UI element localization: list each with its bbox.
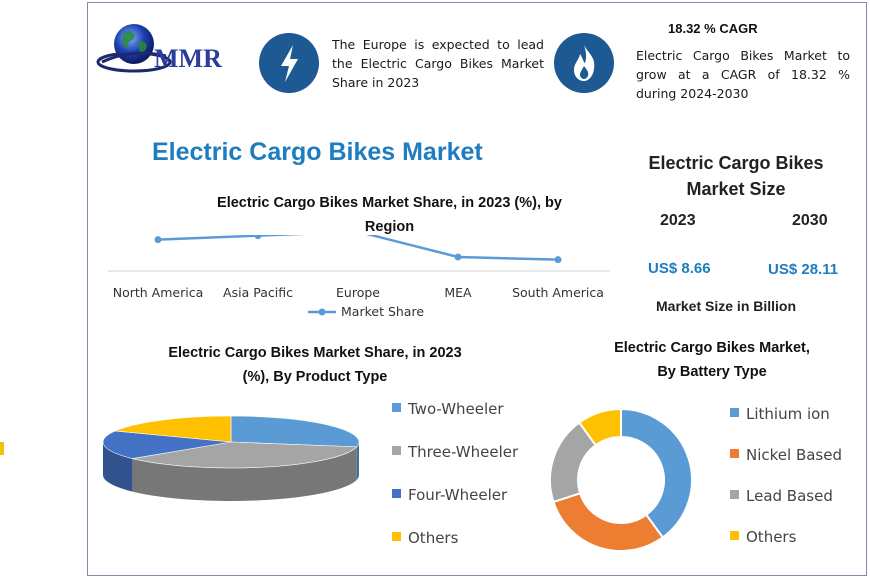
year-end-label: 2030 [792,212,828,229]
lightning-bolt-icon [259,33,319,93]
region-tick-label: Europe [336,285,380,300]
product-slice-1 [132,441,358,469]
product-type-pie-chart [102,415,360,501]
cagr-note: Electric Cargo Bikes Market to grow at a… [636,48,850,101]
product-slice-side-1 [132,446,357,501]
region-tick-label: South America [512,285,604,300]
product-chart-title-line2: (%), By Product Type [242,369,388,385]
legend-label: Others [746,528,797,546]
legend-swatch [730,490,739,499]
legend-swatch [730,408,739,417]
battery-chart-title-line2: By Battery Type [657,364,767,380]
region-point-4 [554,256,562,264]
legend-swatch [730,531,739,540]
region-line-chart: North America Asia Pacific Europe MEA South … [108,235,610,319]
market-size-title-line2: Market Size [686,179,786,199]
globe-icon [96,24,172,73]
region-legend-label: Market Share [341,304,424,319]
battery-slice-1 [552,492,665,552]
legend-swatch [730,449,739,458]
legend-swatch [392,532,401,541]
mmr-logo: MMR [96,18,236,80]
battery-legend: Lithium ion Nickel Based Lead Based Others [730,405,855,565]
region-tick-label: North America [113,285,204,300]
region-chart-title: Electric Cargo Bikes Market Share, in 20… [192,191,587,239]
region-tick-label: Asia Pacific [223,285,293,300]
battery-legend-item: Lead Based [730,487,833,505]
region-legend-marker [318,308,326,316]
region-series-line [157,235,559,261]
year-start-label: 2023 [660,212,696,229]
product-legend-item: Four-Wheeler [392,486,507,504]
product-legend: Two-Wheeler Three-Wheeler Four-Wheeler Othe… [392,400,542,560]
legend-label: Others [408,529,459,547]
region-chart-title-line1: Electric Cargo Bikes Market Share, in 20… [217,195,562,211]
product-legend-item: Two-Wheeler [392,400,504,418]
product-slice-side-0 [356,442,359,480]
product-legend-item: Others [392,529,458,547]
legend-swatch [392,489,401,498]
market-value-end: US$ 28.11 [768,261,839,278]
market-size-unit: Market Size in Billion [656,298,797,314]
battery-slice-3 [577,407,622,447]
main-title: Electric Cargo Bikes Market [152,138,483,166]
product-legend-item: Three-Wheeler [392,443,518,461]
legend-swatch [392,403,401,412]
europe-lead-note: The Europe is expected to lead the Elect… [332,37,544,90]
product-slice-0 [230,415,360,448]
legend-label: Nickel Based [746,446,842,464]
legend-label: Two-Wheeler [408,400,504,418]
region-point-1 [254,235,262,240]
product-slice-3 [115,415,232,443]
product-chart-title: Electric Cargo Bikes Market Share, in 20… [150,341,480,389]
market-size-title-line1: Electric Cargo Bikes [648,153,824,173]
battery-legend-item: Nickel Based [730,446,842,464]
battery-slice-0 [620,407,693,539]
battery-chart-title: Electric Cargo Bikes Market, By Battery … [596,336,828,384]
product-slice-side-2 [103,442,133,492]
legend-swatch [392,446,401,455]
battery-chart-title-line1: Electric Cargo Bikes Market, [614,340,810,356]
region-chart-title-line2: Region [364,219,415,235]
battery-legend-item: Lithium ion [730,405,830,423]
legend-label: Lithium ion [746,405,830,423]
product-chart-title-line1: Electric Cargo Bikes Market Share, in 20… [168,345,462,361]
region-point-0 [154,236,162,244]
battery-type-donut-chart [549,407,693,552]
legend-label: Four-Wheeler [408,486,508,504]
flame-icon [554,33,614,93]
legend-label: Lead Based [746,487,833,505]
region-point-3 [454,253,462,261]
region-tick-label: MEA [444,285,472,300]
cagr-title: 18.32 % CAGR [668,21,758,36]
battery-legend-item: Others [730,528,796,546]
legend-label: Three-Wheeler [408,443,519,461]
logo-text: MMR [154,44,222,73]
edge-highlight-mark [0,442,4,455]
market-size-title: Electric Cargo Bikes Market Size [630,150,842,202]
market-value-start: US$ 8.66 [648,260,711,277]
product-slice-2 [102,430,232,459]
